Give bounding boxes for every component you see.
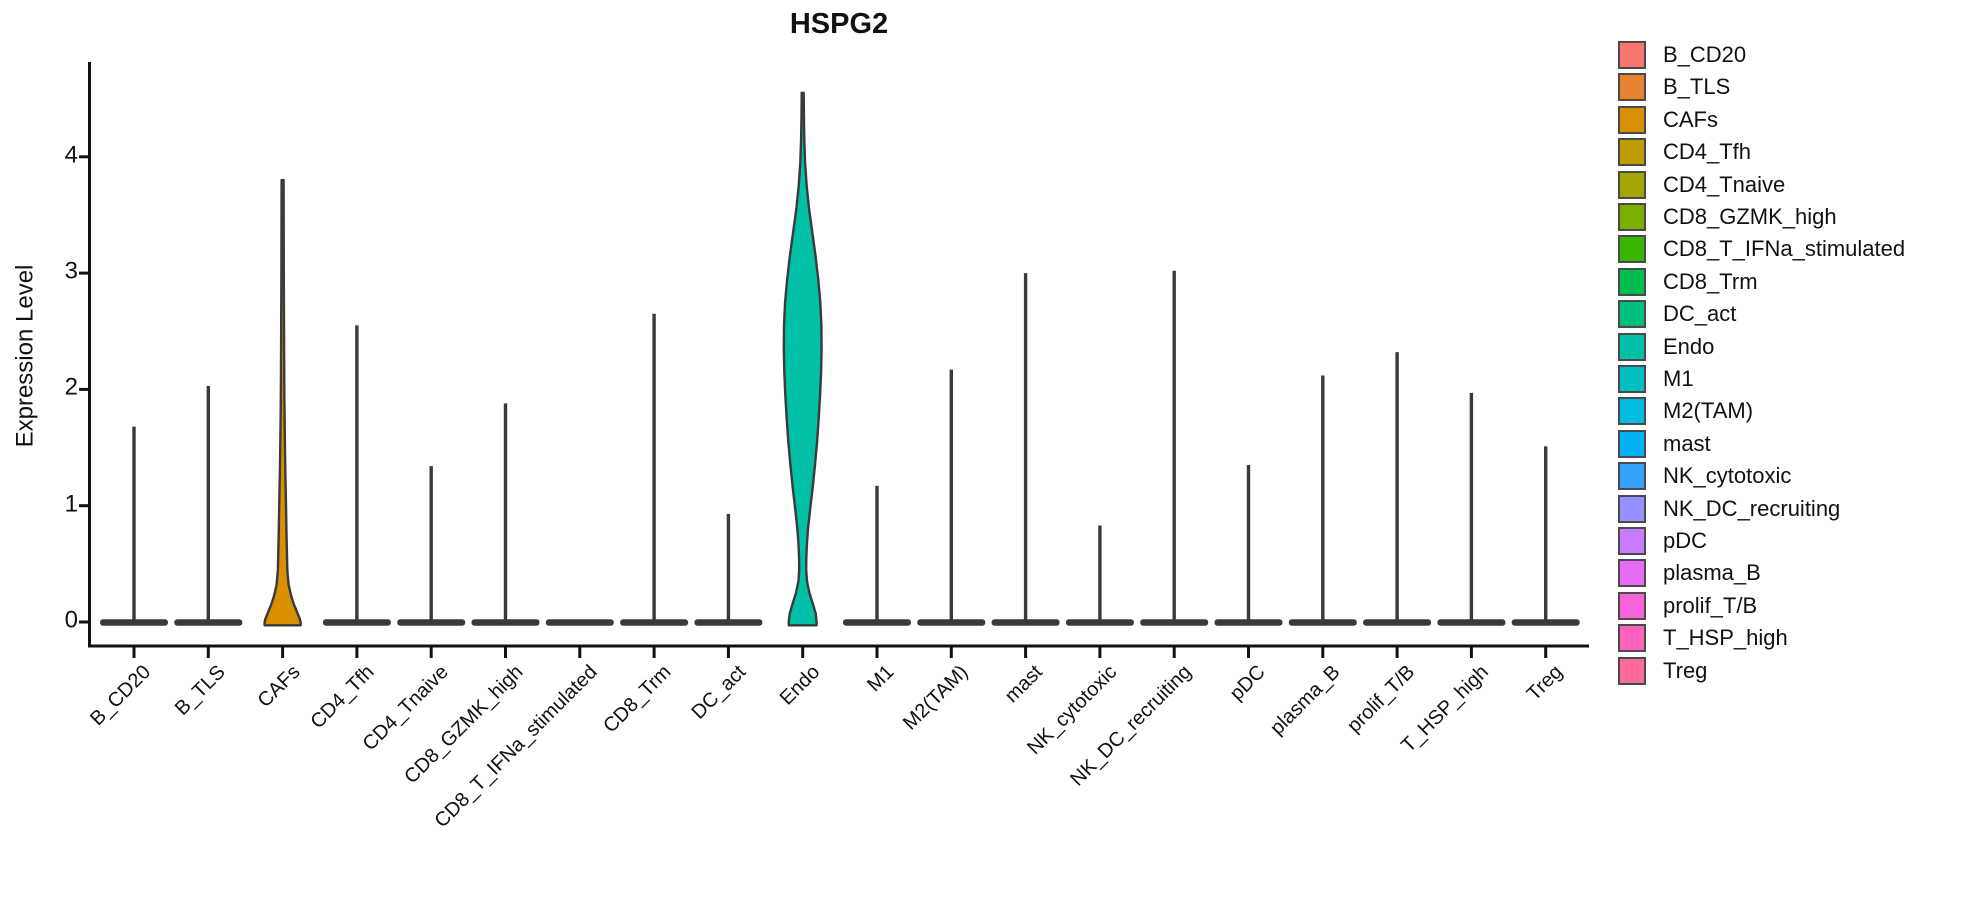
legend-swatch <box>1618 397 1646 426</box>
legend-swatch <box>1618 203 1646 231</box>
violin-base-CD4_Tfh <box>322 619 391 626</box>
violin-base-B_TLS <box>174 619 243 626</box>
legend-swatch <box>1618 300 1646 329</box>
violin-base-B_CD20 <box>100 619 168 626</box>
legend-label: CD8_GZMK_high <box>1663 204 1837 229</box>
legend-label: CD8_T_IFNa_stimulated <box>1663 236 1906 262</box>
legend-label: mast <box>1663 430 1711 456</box>
legend-label: NK_cytotoxic <box>1663 463 1792 489</box>
violin-base-DC_act <box>694 619 763 626</box>
legend-item: Endo <box>1618 332 1715 361</box>
legend-item: prolif_T/B <box>1618 591 1758 620</box>
legend-item: CD4_Tnaive <box>1618 170 1786 199</box>
violin-base-CD8_GZMK_high <box>471 619 540 626</box>
legend-label: B_TLS <box>1663 74 1731 100</box>
legend-label: Endo <box>1663 333 1715 359</box>
legend-swatch <box>1618 656 1646 685</box>
legend-swatch <box>1618 138 1646 167</box>
legend-item: B_TLS <box>1618 73 1731 102</box>
violin-base-T_HSP_high <box>1437 619 1506 626</box>
violin-base-pDC <box>1214 619 1283 626</box>
legend-label: Treg <box>1663 657 1708 683</box>
violin-base-mast <box>991 619 1060 626</box>
legend-label: CD4_Tnaive <box>1663 171 1786 197</box>
legend-label: CD8_Trm <box>1663 268 1758 294</box>
violin-base-M1 <box>843 619 911 626</box>
legend-swatch <box>1618 365 1646 393</box>
legend-item: T_HSP_high <box>1618 624 1788 653</box>
legend-item: DC_act <box>1618 300 1737 329</box>
violin-base-Treg <box>1511 619 1580 626</box>
legend-label: T_HSP_high <box>1663 625 1788 651</box>
y-tick-label: 2 <box>64 373 78 401</box>
legend-swatch <box>1618 105 1646 134</box>
legend-swatch <box>1618 527 1646 555</box>
legend-label: NK_DC_recruiting <box>1663 495 1841 521</box>
violin-base-M2(TAM) <box>917 619 986 626</box>
legend-swatch <box>1618 624 1646 653</box>
legend-item: CD8_Trm <box>1618 267 1758 296</box>
violin-base-prolif_T/B <box>1363 619 1432 626</box>
violin-base-CD8_Trm <box>620 619 689 626</box>
legend-swatch <box>1618 429 1646 458</box>
legend-item: NK_DC_recruiting <box>1618 494 1841 523</box>
legend-label: prolif_T/B <box>1663 592 1758 618</box>
legend-label: CAFs <box>1663 106 1718 132</box>
legend-swatch <box>1618 462 1646 491</box>
legend-item: CAFs <box>1618 105 1718 134</box>
legend-swatch <box>1618 267 1646 296</box>
y-tick-label: 4 <box>64 141 78 169</box>
y-tick-label: 0 <box>64 606 78 634</box>
legend-item: M2(TAM) <box>1618 397 1754 426</box>
violin-Endo <box>782 91 823 627</box>
y-tick-label: 3 <box>64 257 78 285</box>
y-tick-label: 1 <box>64 490 78 518</box>
legend-item: B_CD20 <box>1618 41 1746 69</box>
legend-swatch <box>1618 591 1646 620</box>
legend-item: CD8_T_IFNa_stimulated <box>1618 235 1906 264</box>
legend-item: pDC <box>1618 527 1707 555</box>
legend-label: B_CD20 <box>1663 42 1747 67</box>
legend-swatch <box>1618 235 1646 264</box>
legend-item: NK_cytotoxic <box>1618 462 1792 491</box>
legend-swatch <box>1618 170 1646 199</box>
violin-base-plasma_B <box>1288 619 1357 626</box>
legend-item: plasma_B <box>1618 559 1761 588</box>
violin-base-CD8_T_IFNa_stimulated <box>545 619 614 626</box>
legend-label: CD4_Tfh <box>1663 139 1752 165</box>
legend-label: M2(TAM) <box>1663 398 1754 424</box>
legend-label: DC_act <box>1663 301 1737 327</box>
legend-swatch <box>1618 73 1646 102</box>
legend-label: plasma_B <box>1663 560 1761 586</box>
legend-swatch <box>1618 332 1646 361</box>
legend-item: CD4_Tfh <box>1618 138 1752 167</box>
legend-item: mast <box>1618 429 1711 458</box>
legend-item: M1 <box>1618 365 1694 393</box>
legend-label: M1 <box>1663 366 1694 391</box>
legend-item: Treg <box>1618 656 1708 685</box>
violin-CAFs <box>263 178 302 627</box>
violin-base-NK_DC_recruiting <box>1140 619 1209 626</box>
legend-swatch <box>1618 494 1646 523</box>
legend-swatch <box>1618 41 1646 69</box>
chart-title: HSPG2 <box>789 8 889 40</box>
legend-item: CD8_GZMK_high <box>1618 203 1837 231</box>
violin-base-NK_cytotoxic <box>1065 619 1134 626</box>
legend-swatch <box>1618 559 1646 588</box>
legend-label: pDC <box>1663 528 1708 553</box>
violin-base-CD4_Tnaive <box>397 619 466 626</box>
